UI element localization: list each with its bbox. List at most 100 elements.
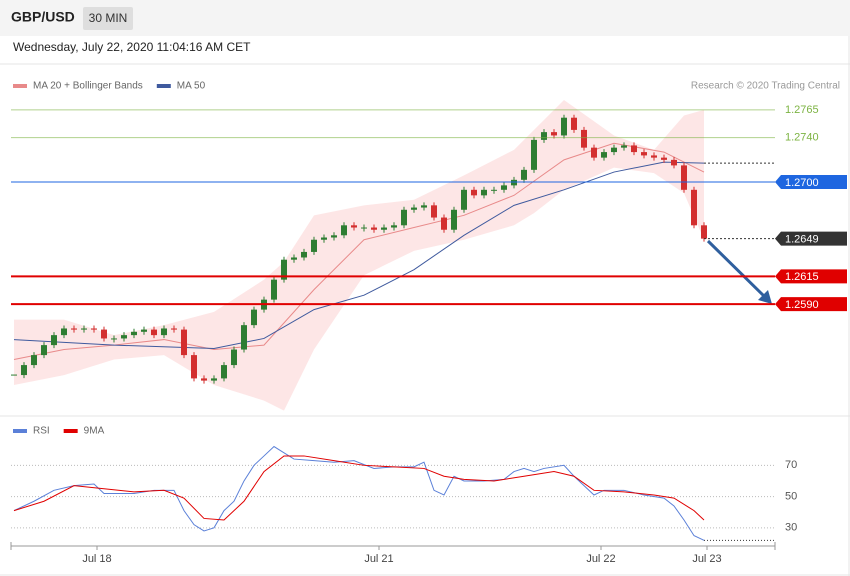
candle xyxy=(591,147,597,158)
legend-label: RSI xyxy=(33,426,50,437)
candle xyxy=(151,329,157,336)
candle xyxy=(441,217,447,230)
candle xyxy=(651,155,657,158)
level-label-box xyxy=(775,269,847,284)
timeframe[interactable]: 30 MIN xyxy=(89,11,128,25)
bollinger-band xyxy=(14,99,704,411)
x-tick-label: Jul 18 xyxy=(82,553,111,565)
candle xyxy=(71,328,77,330)
candle xyxy=(351,225,357,228)
candle xyxy=(571,117,577,130)
level-label: 1.2615 xyxy=(785,271,819,283)
candle xyxy=(201,378,207,381)
candle xyxy=(481,189,487,196)
candle xyxy=(321,237,327,240)
candle xyxy=(271,279,277,300)
candle xyxy=(81,328,87,330)
candle xyxy=(431,205,437,218)
level-label-box xyxy=(775,231,847,246)
timeframe-badge[interactable] xyxy=(83,7,133,30)
chart-title: GBP/USD xyxy=(11,9,75,25)
candle xyxy=(491,189,497,191)
candle xyxy=(311,239,317,252)
candle xyxy=(211,378,217,381)
candle xyxy=(111,338,117,340)
candle xyxy=(381,227,387,230)
candle xyxy=(21,365,27,376)
rsi-line xyxy=(13,445,705,541)
x-tick-label: Jul 22 xyxy=(586,553,615,565)
candle xyxy=(51,335,57,346)
level-label-box xyxy=(775,175,847,190)
level-label: 1.2765 xyxy=(785,104,819,116)
level-label: 1.2649 xyxy=(785,234,819,246)
candle xyxy=(521,169,527,180)
candle xyxy=(541,132,547,140)
candle xyxy=(501,185,507,190)
ma-line xyxy=(13,161,705,349)
subtitle: Wednesday, July 22, 2020 11:04:16 AM CET xyxy=(13,40,251,54)
candle xyxy=(551,132,557,136)
candle xyxy=(131,331,137,336)
header-bar xyxy=(0,0,850,36)
source: Research © 2020 Trading Central xyxy=(691,81,840,92)
legend-label: MA 50 xyxy=(177,81,206,92)
candle xyxy=(171,328,177,330)
candle xyxy=(581,129,587,148)
candle xyxy=(41,345,47,356)
candle xyxy=(641,152,647,156)
candle xyxy=(91,328,97,330)
legend-swatch xyxy=(13,84,27,88)
candle xyxy=(231,349,237,366)
candle xyxy=(531,139,537,170)
candle xyxy=(561,117,567,136)
x-tick-label: Jul 23 xyxy=(692,553,721,565)
legend-swatch xyxy=(156,84,171,88)
ma-line xyxy=(13,142,705,361)
level-label-box xyxy=(775,297,847,312)
candle xyxy=(601,152,607,158)
candle xyxy=(61,328,67,336)
candle xyxy=(301,251,307,258)
level-label: 1.2700 xyxy=(785,177,819,189)
legend-label: 9MA xyxy=(84,426,105,437)
candle xyxy=(671,159,677,166)
candle xyxy=(31,355,37,366)
candle xyxy=(681,165,687,190)
legend-label: MA 20 + Bollinger Bands xyxy=(33,81,143,92)
candle xyxy=(471,189,477,196)
candle xyxy=(631,145,637,153)
y-tick-label: 30 xyxy=(785,522,797,534)
candle xyxy=(451,209,457,230)
legend-swatch xyxy=(13,429,27,433)
candle xyxy=(161,328,167,336)
x-tick-label: Jul 21 xyxy=(364,553,393,565)
candle xyxy=(421,205,427,208)
candle xyxy=(701,225,707,239)
candle xyxy=(341,225,347,236)
candle xyxy=(291,257,297,260)
projection-arrowhead xyxy=(758,290,772,304)
candle xyxy=(361,227,367,229)
candle xyxy=(661,157,667,160)
candle xyxy=(101,329,107,339)
candle xyxy=(121,335,127,339)
candle xyxy=(511,179,517,186)
projection-arrow xyxy=(706,239,770,302)
level-label: 1.2740 xyxy=(785,132,819,144)
candle xyxy=(181,329,187,356)
y-tick-label: 70 xyxy=(785,459,797,471)
candle xyxy=(691,189,697,226)
legend-swatch xyxy=(63,429,78,433)
y-tick-label: 50 xyxy=(785,490,797,502)
candle xyxy=(331,235,337,238)
candle xyxy=(221,365,227,379)
candle xyxy=(11,374,17,376)
candle xyxy=(241,325,247,350)
rsi-line xyxy=(13,455,705,521)
candle xyxy=(401,209,407,226)
candle xyxy=(611,147,617,153)
level-label: 1.2590 xyxy=(785,299,819,311)
candle xyxy=(391,225,397,228)
